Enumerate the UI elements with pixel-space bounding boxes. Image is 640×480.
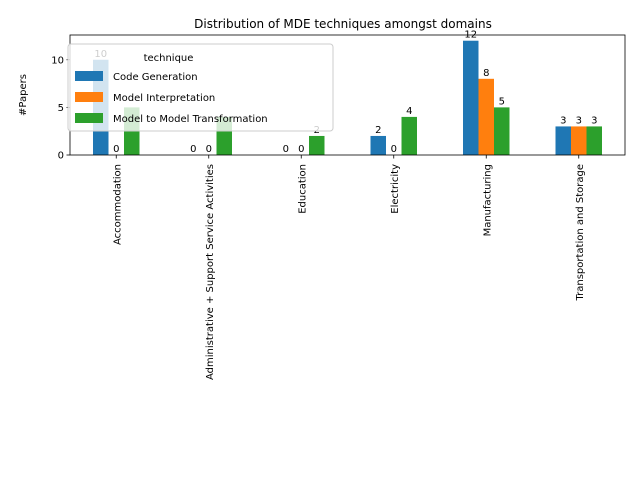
- axes-group: 0 5 10 Accommodation Administrative + Suppor…: [51, 34, 626, 380]
- legend-swatch: [75, 92, 103, 102]
- legend-entry: Model to Model Transformation: [113, 114, 268, 125]
- legend-entry: Model Interpretation: [113, 93, 215, 104]
- bar: [555, 126, 571, 155]
- x-tick-label: Education: [297, 164, 308, 214]
- bar-value-label: 0: [113, 144, 119, 155]
- bar: [370, 135, 386, 155]
- bar: [463, 40, 479, 155]
- x-tick-label: Administrative + Support Service Activit…: [205, 164, 216, 380]
- bar-value-label: 0: [391, 144, 397, 155]
- y-tick-label: 10: [51, 55, 64, 66]
- bar: [586, 126, 602, 155]
- bar: [478, 78, 494, 155]
- bar-value-label: 3: [576, 115, 582, 126]
- x-tick-label: Accommodation: [112, 164, 123, 245]
- y-axis-label: #Papers: [18, 74, 29, 116]
- bar: [309, 135, 325, 155]
- legend: technique Code Generation Model Interpreta…: [67, 43, 334, 132]
- chart-title: Distribution of MDE techniques amongst d…: [194, 17, 492, 31]
- bar: [401, 116, 417, 155]
- bar-value-label: 8: [483, 68, 489, 79]
- legend-entry: Code Generation: [113, 72, 198, 83]
- bar-value-label: 2: [375, 125, 381, 136]
- bar-value-label: 0: [298, 144, 304, 155]
- x-tick-label: Electricity: [390, 164, 401, 214]
- x-tick-label: Manufacturing: [482, 164, 493, 236]
- bar: [494, 107, 510, 155]
- bar-value-label: 0: [190, 144, 196, 155]
- bar-value-label: 0: [283, 144, 289, 155]
- bar-value-label: 5: [499, 96, 505, 107]
- y-tick-label: 0: [58, 151, 64, 162]
- bar-value-label: 0: [206, 144, 212, 155]
- legend-swatch: [75, 113, 103, 123]
- bar-value-label: 4: [406, 106, 412, 117]
- legend-swatch: [75, 71, 103, 81]
- x-tick-label: Transportation and Storage: [575, 164, 586, 302]
- bar-value-label: 3: [591, 115, 597, 126]
- bar-value-label: 3: [560, 115, 566, 126]
- legend-title: technique: [144, 53, 194, 64]
- bar: [571, 126, 587, 155]
- legend-box: [67, 43, 334, 132]
- y-tick-label: 5: [58, 103, 64, 114]
